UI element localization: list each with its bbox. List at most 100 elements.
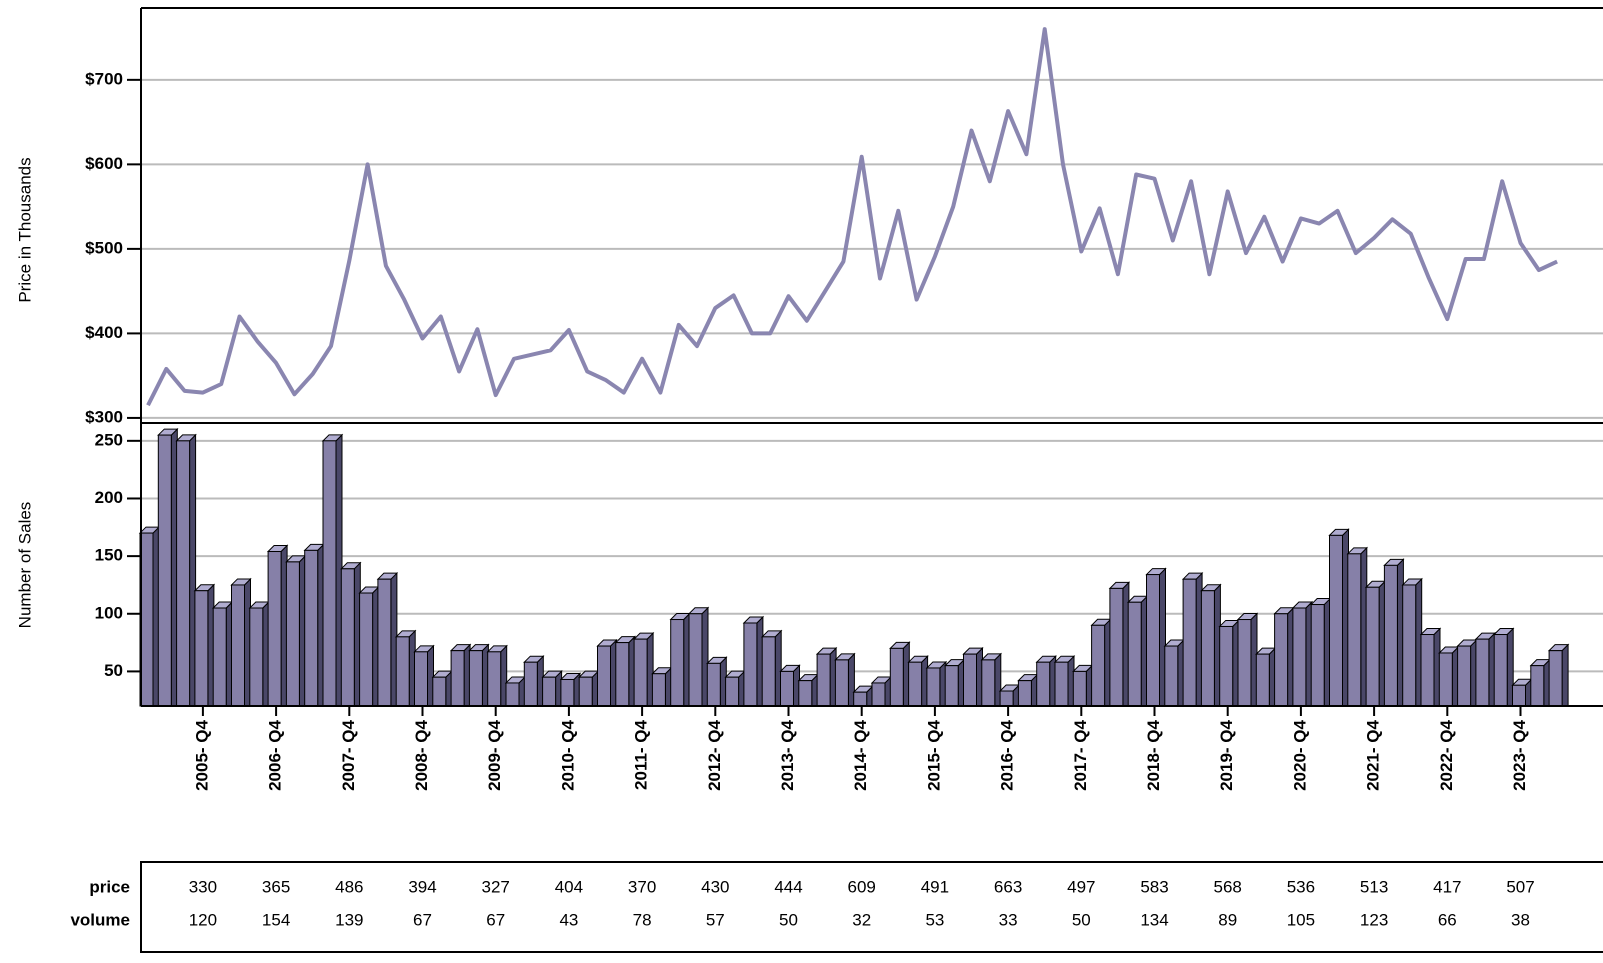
bar [999,690,1014,707]
bar [1017,680,1032,707]
bar [1109,587,1124,707]
bar [1402,584,1417,707]
bar [1457,645,1472,707]
bar [981,659,996,707]
x-tick-label: 2012- Q4 [705,719,724,790]
x-tick-label: 2015- Q4 [924,719,943,790]
table-cell: 507 [1506,877,1534,896]
bar [231,584,245,707]
bar [395,636,410,707]
bar [304,549,319,707]
bar [1420,634,1435,707]
table-cell: 444 [774,877,802,896]
bar [853,691,868,707]
bar [1292,607,1307,707]
bar [633,638,648,707]
bar [176,440,191,707]
x-tick-label: 2013- Q4 [778,719,797,790]
table-cell: 57 [706,910,725,929]
bar [688,613,703,707]
bar [651,673,666,707]
bar [523,661,538,707]
bar [1475,638,1490,707]
y-tick-label: 250 [95,430,123,449]
price-line [146,27,1558,407]
x-tick-label: 2014- Q4 [851,719,870,790]
bar [1347,553,1362,707]
x-tick-label: 2005- Q4 [192,719,211,790]
bar [1255,653,1270,707]
bar [944,665,959,707]
bar [542,676,557,707]
table-cell: 53 [925,910,944,929]
table-cell: 394 [408,877,436,896]
bar [1383,564,1398,707]
bar [1237,619,1252,707]
bar [1530,665,1545,707]
bar [1493,634,1508,707]
table-cell: 536 [1287,877,1315,896]
table-cell: 33 [999,910,1018,929]
bar [1164,645,1179,707]
bar [834,659,849,707]
table-cell: 365 [262,877,290,896]
bar [798,680,813,707]
bar [1438,652,1453,707]
table-cell: 89 [1218,910,1237,929]
y-tick-label: 50 [104,661,123,680]
bar [1548,650,1563,707]
table-cell: 154 [262,910,290,929]
table-cell: 370 [628,877,656,896]
table-cell: 486 [335,877,363,896]
table-cell: 50 [779,910,798,929]
bar [1127,601,1142,707]
x-tick-label: 2011- Q4 [632,719,651,789]
x-tick-label: 2020- Q4 [1290,719,1309,790]
bar [432,676,447,707]
y-tick-label: $500 [85,238,123,257]
table-cell: 134 [1140,910,1168,929]
y-tick-label: $300 [85,407,123,426]
bar [377,578,392,707]
bar [780,670,794,707]
table-cell: 513 [1360,877,1388,896]
table-cell: 609 [848,877,876,896]
bar [249,607,264,707]
x-tick-label: 2023- Q4 [1510,719,1529,790]
x-tick-label: 2019- Q4 [1217,719,1236,790]
table-cell: 66 [1438,910,1457,929]
table-cell: 404 [555,877,583,896]
table-cell: 67 [413,910,432,929]
table-cell: 568 [1214,877,1242,896]
x-tick-label: 2017- Q4 [1071,719,1090,790]
bar [597,645,611,707]
bar [468,650,483,707]
y-axis-label: Price in Thousands [15,157,34,302]
bar [1054,661,1069,707]
x-tick-label: 2018- Q4 [1144,719,1163,790]
bar [212,607,227,707]
table-row-label: price [89,877,130,896]
table-cell: 139 [335,910,363,929]
bar [1182,578,1197,707]
y-tick-label: 100 [95,603,123,622]
bar [1329,534,1343,707]
table-cell: 663 [994,877,1022,896]
bar [926,667,941,707]
x-tick-label: 2010- Q4 [558,719,577,790]
x-tick-label: 2006- Q4 [266,719,285,790]
bar [908,661,923,707]
bar [194,590,209,707]
x-tick-label: 2009- Q4 [485,719,504,790]
table-cell: 491 [921,877,949,896]
bar [157,434,172,707]
bar [267,551,282,707]
table-cell: 123 [1360,910,1388,929]
table-cell: 583 [1140,877,1168,896]
x-tick-label: 2008- Q4 [412,719,431,790]
y-tick-label: 150 [95,546,123,565]
bar [1200,590,1215,707]
bar [450,650,465,707]
bar [340,568,355,707]
